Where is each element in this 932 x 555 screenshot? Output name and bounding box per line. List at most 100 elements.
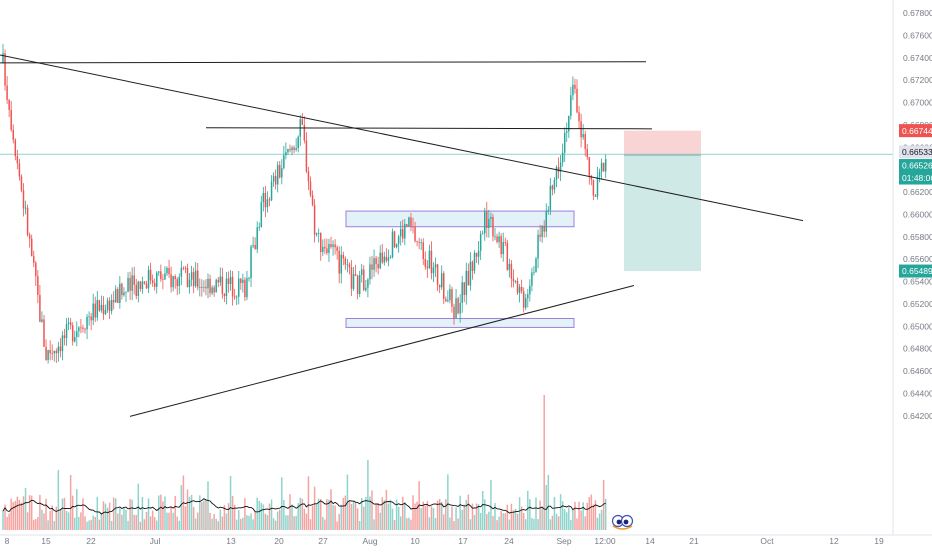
candle-body (260, 202, 263, 228)
position-tool[interactable] (0, 130, 893, 272)
volume-bar (404, 501, 406, 530)
volume-bar (586, 502, 588, 530)
volume-bar (61, 498, 64, 530)
candle-body (592, 179, 595, 196)
volume-bar (420, 508, 422, 530)
volume-bar (178, 520, 181, 530)
volume-bar (537, 519, 539, 530)
candle-body (531, 272, 533, 286)
trendline[interactable] (129, 284, 635, 417)
x-tick-label: 20 (274, 536, 284, 546)
candle-body (512, 278, 515, 282)
volume-bar (213, 513, 215, 530)
volume-bar (272, 518, 275, 530)
candle-body (65, 323, 68, 338)
volume-bar (242, 517, 244, 530)
y-tick-label: 0.65400 (903, 277, 932, 287)
x-tick-label: 13 (226, 536, 236, 546)
trendline[interactable] (205, 127, 653, 130)
candle-body (406, 224, 408, 227)
candle-body (90, 316, 92, 321)
volume-bar (80, 512, 82, 530)
volume-bar (555, 513, 558, 530)
volume-bar (299, 497, 301, 530)
volume-bar (117, 513, 119, 530)
volume-bar (252, 519, 254, 530)
volume-bar (492, 516, 494, 530)
y-tick-label: 0.64400 (903, 388, 932, 398)
candle-body (143, 281, 146, 284)
volume-bar (35, 519, 37, 530)
candle-body (381, 252, 383, 263)
candle-body (461, 282, 463, 303)
candle-body (184, 267, 187, 269)
volume-bar (520, 506, 523, 530)
candle-body (203, 286, 205, 288)
stop-loss-zone[interactable] (624, 130, 701, 156)
candle-body (213, 287, 215, 293)
candle-body (264, 192, 267, 208)
candle-body (471, 261, 474, 271)
candle-body (233, 296, 236, 298)
take-profit-price-label-bg (899, 264, 932, 278)
volume-bar (123, 506, 125, 530)
trendline[interactable] (0, 61, 647, 64)
trendlines-layer[interactable] (0, 54, 804, 417)
volume-bar (121, 514, 123, 530)
zone-box[interactable] (345, 210, 575, 228)
volume-bar (207, 481, 209, 530)
eyes-icon[interactable] (611, 514, 634, 530)
volume-bar (176, 516, 178, 530)
candle-body (453, 306, 455, 318)
candle-body (514, 280, 517, 282)
volume-bar (131, 499, 133, 530)
volume-bar (387, 503, 390, 530)
volume-bar (326, 499, 328, 530)
volume-bar (361, 498, 363, 530)
x-tick-label: 12 (829, 536, 839, 546)
candle-body (391, 231, 394, 258)
volume-bar (383, 500, 386, 530)
candle-body (4, 53, 6, 86)
volume-bar (600, 509, 603, 530)
volume-bar (432, 508, 435, 530)
candle-body (92, 303, 94, 321)
y-tick-label: 0.65200 (903, 299, 932, 309)
volume-bar (506, 504, 509, 530)
candle-body (96, 300, 99, 318)
volume-bar (289, 494, 291, 530)
candle-body (576, 88, 578, 113)
candle-body (377, 264, 379, 269)
volume-bar (125, 509, 127, 530)
volume-bar (39, 494, 41, 530)
candle-body (410, 217, 412, 227)
time-axis[interactable]: 8 15 22 Jul 13 20 27 Aug 10 17 24 Sep 12:00 14 21 Oct 12… (5, 536, 884, 546)
volume-bar (20, 502, 23, 530)
take-profit-zone[interactable] (624, 155, 701, 272)
candle-body (151, 280, 154, 283)
candle-body (47, 349, 49, 360)
volume-bar (106, 507, 109, 530)
volume-bar (270, 499, 273, 530)
candle-body (303, 124, 306, 141)
volume-bar (588, 496, 591, 530)
trendline[interactable] (0, 54, 804, 222)
last-price-label-bg (899, 145, 932, 159)
candle-body (332, 244, 334, 247)
candle-body (94, 303, 96, 318)
volume-bar (219, 509, 222, 530)
candle-body (367, 279, 369, 288)
candle-body (518, 286, 521, 293)
candle-body (57, 346, 60, 354)
candle-body (16, 156, 19, 164)
candle-body (537, 234, 539, 259)
candle-body (428, 250, 431, 269)
volume-bar (475, 503, 478, 530)
candle-body (486, 211, 488, 229)
volume-bar (508, 519, 511, 530)
volume-bar (504, 513, 506, 530)
volume-bar (203, 500, 205, 530)
volume-bar (434, 518, 437, 530)
